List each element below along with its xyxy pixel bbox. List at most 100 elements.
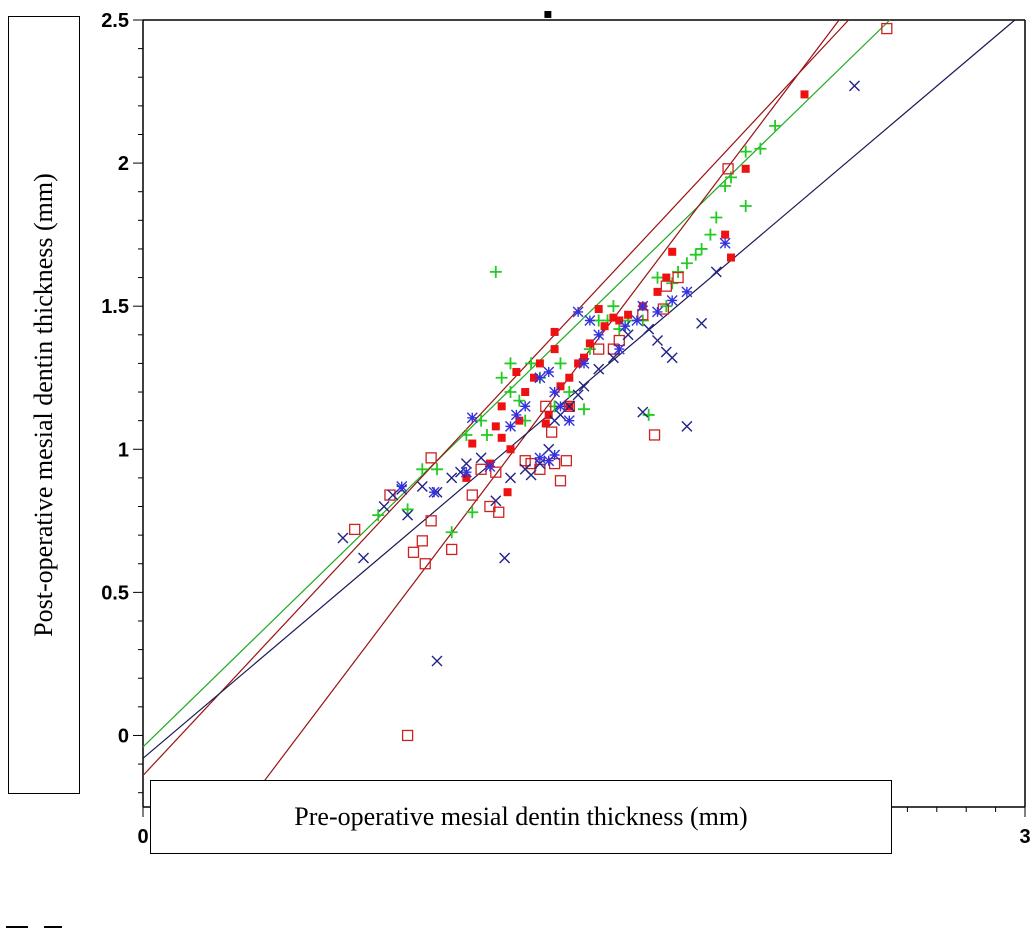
x-point [637,406,649,418]
star-point [563,415,575,427]
plus-point [563,386,576,399]
x-point [505,472,516,484]
filled-square-point [468,439,477,448]
plus-point [769,119,782,132]
data-points [337,22,893,742]
plus-point [607,300,620,313]
filled-square-point [506,445,515,454]
star-point [572,306,584,318]
filled-square-point [462,473,471,482]
open-square-point [648,429,661,441]
y-tick-label: 1 [118,439,129,461]
filled-square-point [544,410,553,419]
open-square-point [407,546,420,558]
x-point [710,266,722,278]
open-square-point [525,457,537,470]
filled-square-point [512,368,521,377]
y-tick-label: 0.5 [101,582,129,604]
filled-square-point [653,287,662,296]
open-square-point [466,489,478,501]
x-point [460,458,472,470]
plus-point [466,506,479,519]
regression-line [244,19,840,808]
filled-square-point [535,359,544,368]
filled-square-point [497,402,506,411]
star-point [637,300,649,312]
x-point [499,552,511,564]
open-square-point [425,452,437,464]
plus-point [445,526,458,539]
open-square-point [419,558,431,570]
plus-point [504,386,517,399]
plus-point [739,145,752,158]
open-square-point [660,280,672,292]
x-point [652,335,663,347]
plus-point [495,371,508,384]
star-point [460,466,472,478]
filled-square-point [727,253,735,262]
x-point [643,323,655,335]
open-square-point [446,543,458,556]
filled-square-point [497,433,506,442]
open-square-point [425,515,437,527]
filled-square-point [600,322,609,331]
star-point [613,343,625,355]
filled-square-point [550,327,559,336]
filled-square-point [565,373,574,382]
open-square-point [560,455,573,467]
plus-point [578,403,590,416]
open-square-point [519,455,531,467]
chart-title-mark: ▪ [543,6,553,22]
plus-point [695,242,708,255]
star-point [484,460,496,472]
x-point [554,409,566,421]
filled-square-point [624,310,633,319]
x-point [593,363,605,375]
open-square-point [657,303,670,315]
filled-square-point [541,419,550,428]
x-axis-label: Pre-operative mesial dentin thickness (m… [294,802,748,831]
x-point [572,389,584,401]
filled-square-point [609,313,618,322]
star-point [719,237,731,249]
plus-point [431,463,443,476]
x-point [337,532,349,544]
x-point [525,469,537,481]
star-point [681,286,693,298]
plus-point [480,428,493,441]
plus-point [475,414,488,427]
y-tick-label: 0 [118,725,129,747]
plus-point [689,248,702,261]
x-point [563,400,575,412]
open-square-point [540,400,552,412]
y-axis-label-box: Post-operative mesial dentin thickness (… [8,16,80,794]
x-point [848,80,860,92]
y-tick-label: 2 [118,153,129,175]
open-square-point [401,729,414,742]
plus-point [513,394,526,407]
x-point [681,420,693,432]
regression-line [142,19,850,776]
open-square-point [554,475,567,487]
tick-labels: 0.511.522.5300.511.522.5 [101,10,1030,848]
open-square-point [593,343,605,355]
plus-point [660,300,673,313]
plus-point [680,257,693,270]
star-point [549,386,561,398]
regression-line [142,19,1016,759]
star-point [428,486,440,498]
star-point [549,449,561,461]
x-axis-label-box: Pre-operative mesial dentin thickness (m… [150,780,892,854]
x-point [475,452,487,464]
plus-point [554,357,567,370]
star-point [543,366,555,378]
x-point [446,472,458,484]
star-point [631,314,643,326]
filled-square-point [515,416,524,425]
x-point [666,352,678,364]
plus-point [710,211,723,224]
x-point [607,352,619,364]
plus-point [489,265,502,278]
axes [133,19,1026,817]
